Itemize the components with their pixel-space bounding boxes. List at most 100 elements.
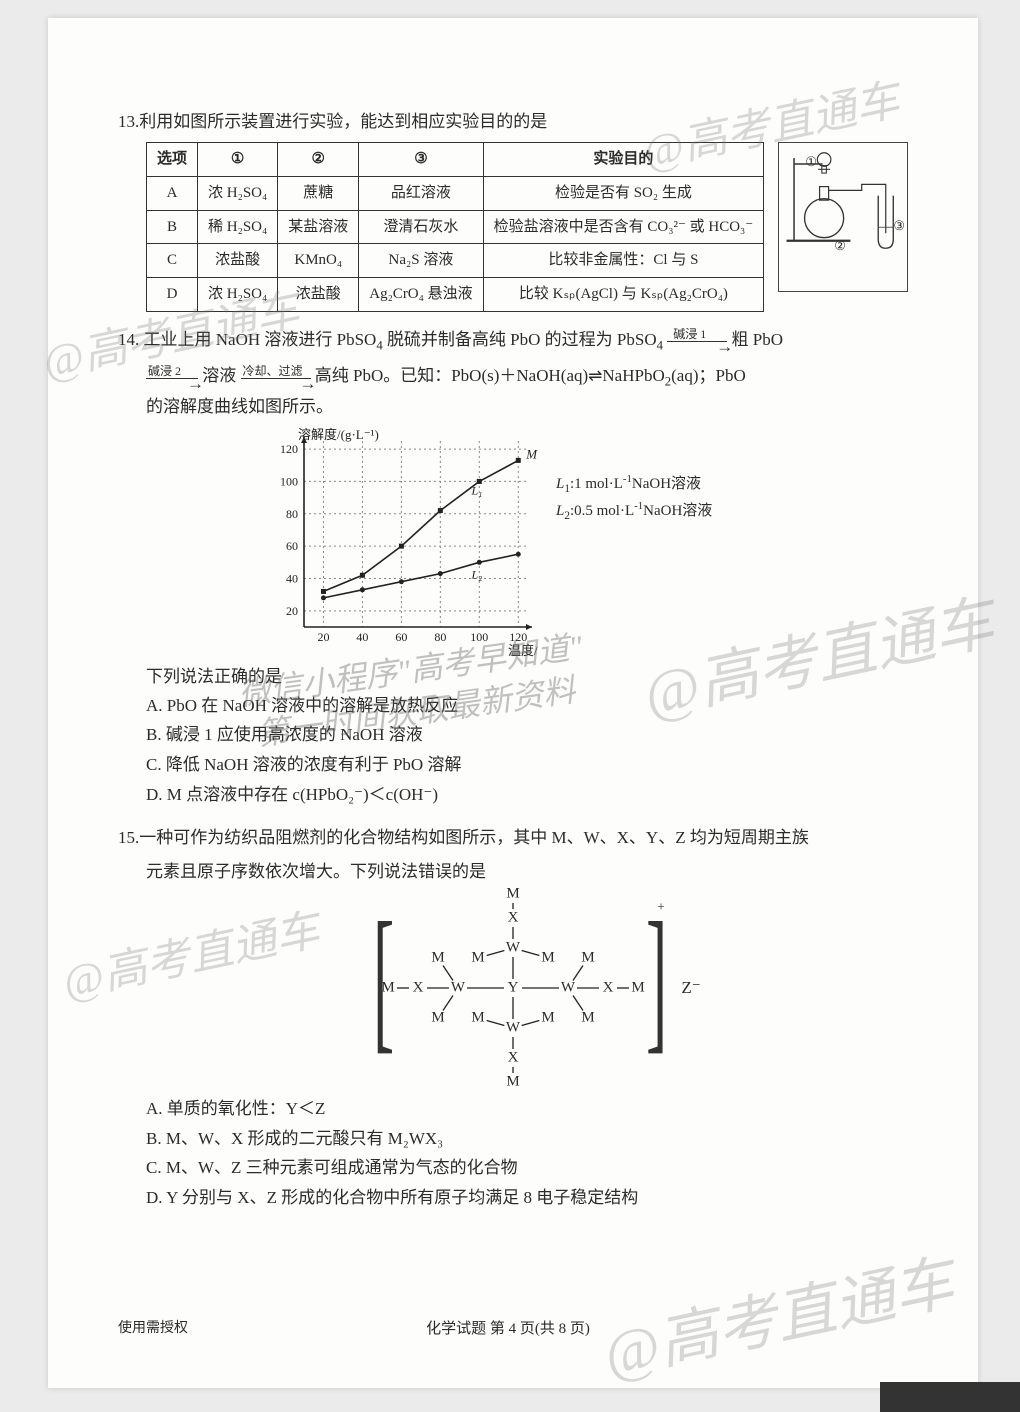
svg-text:温度/℃: 温度/℃ bbox=[508, 643, 538, 657]
svg-text:20: 20 bbox=[317, 630, 329, 644]
table-cell: 浓 H₂SO₄ bbox=[198, 278, 278, 312]
svg-text:120: 120 bbox=[509, 630, 527, 644]
structure-atom-label: X bbox=[508, 1045, 519, 1070]
table-cell: 某盐溶液 bbox=[278, 210, 359, 244]
structure-atom-label: M bbox=[506, 881, 519, 906]
svg-text:40: 40 bbox=[356, 630, 368, 644]
table-cell: KMnO₄ bbox=[278, 244, 359, 278]
table-cell: A bbox=[147, 176, 198, 210]
structure-atom-label: X bbox=[508, 905, 519, 930]
svg-text:80: 80 bbox=[286, 506, 298, 520]
svg-text:20: 20 bbox=[286, 604, 298, 618]
svg-text:M: M bbox=[525, 446, 538, 461]
table-row: B稀 H₂SO₄某盐溶液澄清石灰水检验盐溶液中是否含有 CO₃²⁻ 或 HCO₃… bbox=[147, 210, 764, 244]
q13-table: 选项①②③实验目的 A浓 H₂SO₄蔗糖品红溶液检验是否有 SO₂ 生成B稀 H… bbox=[146, 142, 764, 312]
table-cell: 检验盐溶液中是否含有 CO₃²⁻ 或 HCO₃⁻ bbox=[483, 210, 764, 244]
q15-line2: 元素且原子序数依次增大。下列说法错误的是 bbox=[146, 858, 908, 886]
table-cell: 浓盐酸 bbox=[198, 244, 278, 278]
option: D. M 点溶液中存在 c(HPbO₂⁻)＜c(OH⁻) bbox=[146, 780, 908, 810]
q14-line3: 的溶解度曲线如图所示。 bbox=[146, 393, 908, 421]
q13-apparatus-diagram: ① ② ③ bbox=[778, 142, 908, 292]
structure-atom-label: X bbox=[413, 975, 424, 1000]
q14-prompt: 下列说法正确的是 bbox=[146, 663, 908, 691]
table-cell: Na₂S 溶液 bbox=[359, 244, 483, 278]
q14-options: A. PbO 在 NaOH 溶液中的溶解是放热反应B. 碱浸 1 应使用高浓度的… bbox=[146, 691, 908, 810]
right-bracket: ] bbox=[646, 898, 667, 1058]
q14-step1: 碱浸 1 bbox=[673, 325, 706, 345]
table-cell: 检验是否有 SO₂ 生成 bbox=[483, 176, 764, 210]
chart-svg: 2040608010012020406080100120溶解度/(g·L⁻¹)温… bbox=[258, 427, 538, 657]
structure-atom-label: M bbox=[471, 945, 484, 970]
q13-col-header: 实验目的 bbox=[483, 143, 764, 177]
left-bracket: [ bbox=[373, 898, 394, 1058]
svg-text:60: 60 bbox=[395, 630, 407, 644]
q15-options: A. 单质的氧化性：Y＜ZB. M、W、X 形成的二元酸只有 M₂WX₃C. M… bbox=[146, 1094, 908, 1213]
charge-label: + bbox=[657, 895, 664, 916]
q14-step3: 冷却、过滤 bbox=[243, 362, 303, 382]
q13-number: 13. bbox=[118, 112, 139, 131]
svg-text:40: 40 bbox=[286, 571, 298, 585]
table-cell: 比较非金属性：Cl 与 S bbox=[483, 244, 764, 278]
table-cell: 浓盐酸 bbox=[278, 278, 359, 312]
option: B. M、W、X 形成的二元酸只有 M₂WX₃ bbox=[146, 1124, 908, 1154]
q15-number: 15. bbox=[118, 828, 139, 847]
apparatus-label-1: ① bbox=[805, 151, 817, 172]
svg-text:60: 60 bbox=[286, 539, 298, 553]
structure-atom-label: M bbox=[431, 945, 444, 970]
apparatus-label-3: ③ bbox=[893, 215, 905, 236]
question-15: 15.一种可作为纺织品阻燃剂的化合物结构如图所示，其中 M、W、X、Y、Z 均为… bbox=[118, 824, 908, 1213]
q14-chart-legend: L1:1 mol·L-1NaOH溶液 L2:0.5 mol·L-1NaOH溶液 bbox=[556, 471, 712, 525]
q13-stem: 13.利用如图所示装置进行实验，能达到相应实验目的的是 bbox=[118, 108, 908, 136]
q14-solubility-chart: 2040608010012020406080100120溶解度/(g·L⁻¹)温… bbox=[258, 427, 538, 657]
apparatus-label-2: ② bbox=[834, 235, 846, 256]
structure-atom-label: M bbox=[541, 945, 554, 970]
svg-text:L₁: L₁ bbox=[471, 483, 483, 497]
exam-page: 13.利用如图所示装置进行实验，能达到相应实验目的的是 选项①②③实验目的 A浓… bbox=[48, 18, 978, 1388]
q15-structure: YWWWWXXXXMMMMMMMMMMMM [ ] + Z⁻ bbox=[363, 888, 663, 1088]
q13-col-header: ① bbox=[198, 143, 278, 177]
q14-line2: 碱浸 2 → 溶液 冷却、过滤 → 高纯 PbO。已知：PbO(s)＋NaOH(… bbox=[146, 362, 908, 392]
structure-atom-label: W bbox=[506, 1015, 520, 1040]
question-14: 14. 工业上用 NaOH 溶液进行 PbSO4 脱硫并制备高纯 PbO 的过程… bbox=[118, 326, 908, 810]
legend-l1: L1:1 mol·L-1NaOH溶液 bbox=[556, 471, 712, 498]
table-cell: 澄清石灰水 bbox=[359, 210, 483, 244]
counter-ion: Z⁻ bbox=[681, 974, 700, 1002]
table-cell: 蔗糖 bbox=[278, 176, 359, 210]
q13-stem-text: 利用如图所示装置进行实验，能达到相应实验目的的是 bbox=[139, 112, 547, 131]
structure-atom-label: W bbox=[506, 935, 520, 960]
table-row: A浓 H₂SO₄蔗糖品红溶液检验是否有 SO₂ 生成 bbox=[147, 176, 764, 210]
svg-text:L₂: L₂ bbox=[471, 567, 483, 581]
structure-atom-label: M bbox=[506, 1069, 519, 1094]
q14-line1: 工业上用 NaOH 溶液进行 PbSO4 脱硫并制备高纯 PbO 的过程为 Pb… bbox=[144, 330, 783, 349]
table-cell: 品红溶液 bbox=[359, 176, 483, 210]
structure-atom-label: X bbox=[603, 975, 614, 1000]
structure-atom-label: W bbox=[451, 975, 465, 1000]
option: C. 降低 NaOH 溶液的浓度有利于 PbO 溶解 bbox=[146, 750, 908, 780]
q15-stem: 15.一种可作为纺织品阻燃剂的化合物结构如图所示，其中 M、W、X、Y、Z 均为… bbox=[118, 824, 908, 852]
footer-center: 化学试题 第 4 页(共 8 页) bbox=[426, 1317, 590, 1338]
svg-text:100: 100 bbox=[280, 474, 298, 488]
option: C. M、W、Z 三种元素可组成通常为气态的化合物 bbox=[146, 1153, 908, 1183]
q13-col-header: ② bbox=[278, 143, 359, 177]
svg-text:100: 100 bbox=[470, 630, 488, 644]
svg-text:120: 120 bbox=[280, 442, 298, 456]
q13-col-header: 选项 bbox=[147, 143, 198, 177]
table-cell: C bbox=[147, 244, 198, 278]
option: D. Y 分别与 X、Z 形成的化合物中所有原子均满足 8 电子稳定结构 bbox=[146, 1183, 908, 1213]
table-cell: 浓 H₂SO₄ bbox=[198, 176, 278, 210]
legend-l2: L2:0.5 mol·L-1NaOH溶液 bbox=[556, 498, 712, 525]
footer-left: 使用需授权 bbox=[118, 1317, 188, 1338]
table-row: C浓盐酸KMnO₄Na₂S 溶液比较非金属性：Cl 与 S bbox=[147, 244, 764, 278]
scan-edge bbox=[880, 1382, 1020, 1412]
page-footer: 使用需授权 化学试题 第 4 页(共 8 页) bbox=[48, 1317, 978, 1338]
q14-number: 14. bbox=[118, 330, 139, 349]
structure-atom-label: M bbox=[581, 1005, 594, 1030]
q13-col-header: ③ bbox=[359, 143, 483, 177]
svg-text:80: 80 bbox=[434, 630, 446, 644]
question-13: 13.利用如图所示装置进行实验，能达到相应实验目的的是 选项①②③实验目的 A浓… bbox=[118, 108, 908, 312]
structure-atom-label: M bbox=[471, 1005, 484, 1030]
structure-atom-label: M bbox=[541, 1005, 554, 1030]
structure-atom-label: W bbox=[561, 975, 575, 1000]
option: B. 碱浸 1 应使用高浓度的 NaOH 溶液 bbox=[146, 720, 908, 750]
table-cell: D bbox=[147, 278, 198, 312]
